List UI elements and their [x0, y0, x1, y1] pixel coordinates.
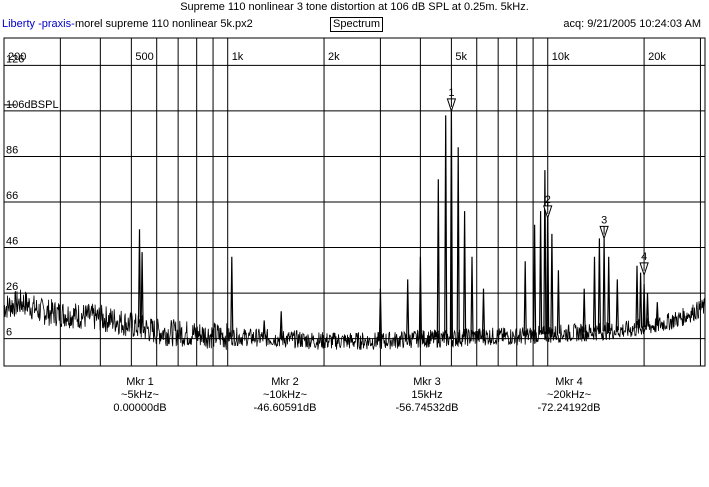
marker-number: 1 — [448, 87, 454, 99]
spectral-peak — [262, 320, 266, 338]
spectral-peak — [543, 170, 547, 335]
spectral-peak — [230, 256, 234, 337]
x-tick-label: 200 — [8, 51, 26, 63]
spectral-peak — [378, 288, 382, 341]
marker-readout-2: Mkr 2 ~10kHz~ -46.60591dB — [230, 376, 340, 415]
spectral-peak — [436, 179, 440, 339]
spectral-peak — [456, 147, 460, 339]
marker-frequency: 15kHz — [411, 389, 443, 401]
marker-name: Mkr 3 — [413, 376, 441, 388]
window-title: Supreme 110 nonlinear 3 tone distortion … — [180, 1, 529, 13]
spectrum-chart[interactable]: 200 500 1k 2k 5k 10k 20k 126 106dBSPL 86 66 46 26 6 1… — [0, 34, 709, 370]
x-tick-label: 5k — [455, 51, 467, 63]
spectral-peak — [642, 283, 646, 328]
spectral-peak — [597, 238, 601, 332]
x-tick-label: 500 — [135, 51, 153, 63]
x-tick-label: 2k — [328, 51, 340, 63]
spectral-peak — [645, 293, 650, 327]
spectral-peak — [539, 211, 543, 335]
y-tick-label: 46 — [6, 236, 18, 248]
y-tick-label: 26 — [6, 281, 18, 293]
spectral-peak — [550, 233, 554, 334]
spectral-peak — [607, 256, 611, 331]
spectral-peak — [523, 261, 527, 336]
marker-name: Mkr 2 — [271, 376, 299, 388]
brand-label[interactable]: Liberty -praxis- — [2, 18, 75, 30]
marker-layer: 1 2 3 4 — [446, 87, 649, 277]
x-tick-label: 10k — [552, 51, 570, 63]
spectrum-button[interactable]: Spectrum — [330, 17, 384, 32]
y-tick-label: 126 — [6, 53, 24, 65]
marker-name: Mkr 4 — [555, 376, 583, 388]
spectral-peak — [137, 229, 142, 328]
spectral-peak — [481, 288, 486, 337]
spectral-peak — [418, 256, 422, 339]
y-tick-label: 66 — [6, 190, 18, 202]
acquisition-time: acq: 9/21/2005 10:24:03 AM — [563, 18, 701, 30]
spectral-peak — [615, 279, 619, 331]
marker-value: -56.74532dB — [395, 402, 459, 414]
marker-frequency: ~5kHz~ — [121, 389, 159, 401]
marker-value: -72.24192dB — [537, 402, 601, 414]
spectral-peak — [470, 256, 474, 337]
y-tick-label: 6 — [6, 327, 12, 339]
top-bar: Liberty -praxis- morel supreme 110 nonli… — [0, 16, 709, 34]
marker-number: 2 — [545, 194, 551, 206]
spectral-peak — [582, 288, 586, 333]
axis-labels: 200 500 1k 2k 5k 10k 20k 126 106dBSPL 86 66 46 26 6 — [3, 51, 666, 339]
x-tick-label: 1k — [232, 51, 244, 63]
spectral-peak — [592, 256, 597, 332]
y-tick-label: 106dBSPL — [6, 99, 59, 111]
file-name: morel supreme 110 nonlinear 5k.px2 — [75, 18, 253, 30]
marker-number: 3 — [601, 214, 607, 226]
marker-frequency: ~10kHz~ — [262, 389, 308, 401]
x-tick-label: 20k — [648, 51, 666, 63]
marker-readout-4: Mkr 4 ~20kHz~ -72.24192dB — [514, 376, 624, 415]
spectral-peak — [279, 311, 283, 339]
noise-floor-trace — [3, 289, 706, 350]
marker-number: 4 — [641, 251, 647, 263]
grid — [4, 38, 705, 366]
marker-readout-1: Mkr 1 ~5kHz~ 0.00000dB — [85, 376, 195, 415]
reference-level-marker — [3, 96, 16, 106]
spectral-peak — [463, 211, 467, 338]
spectral-peak — [140, 252, 144, 328]
marker-name: Mkr 1 — [126, 376, 154, 388]
spectral-peak — [533, 224, 537, 336]
spectral-peak — [639, 272, 643, 328]
marker-readout-3: Mkr 3 15kHz -56.74532dB — [372, 376, 482, 415]
marker-value: -46.60591dB — [253, 402, 317, 414]
marker-frequency: ~20kHz~ — [546, 389, 592, 401]
marker-value: 0.00000dB — [113, 402, 167, 414]
spectral-peak — [635, 265, 639, 329]
spectral-peak — [546, 201, 550, 335]
spectral-peak — [655, 302, 659, 326]
spectral-peak — [444, 115, 448, 339]
y-tick-label: 86 — [6, 144, 18, 156]
spectral-peak — [556, 270, 560, 334]
spectral-peak — [406, 279, 410, 340]
